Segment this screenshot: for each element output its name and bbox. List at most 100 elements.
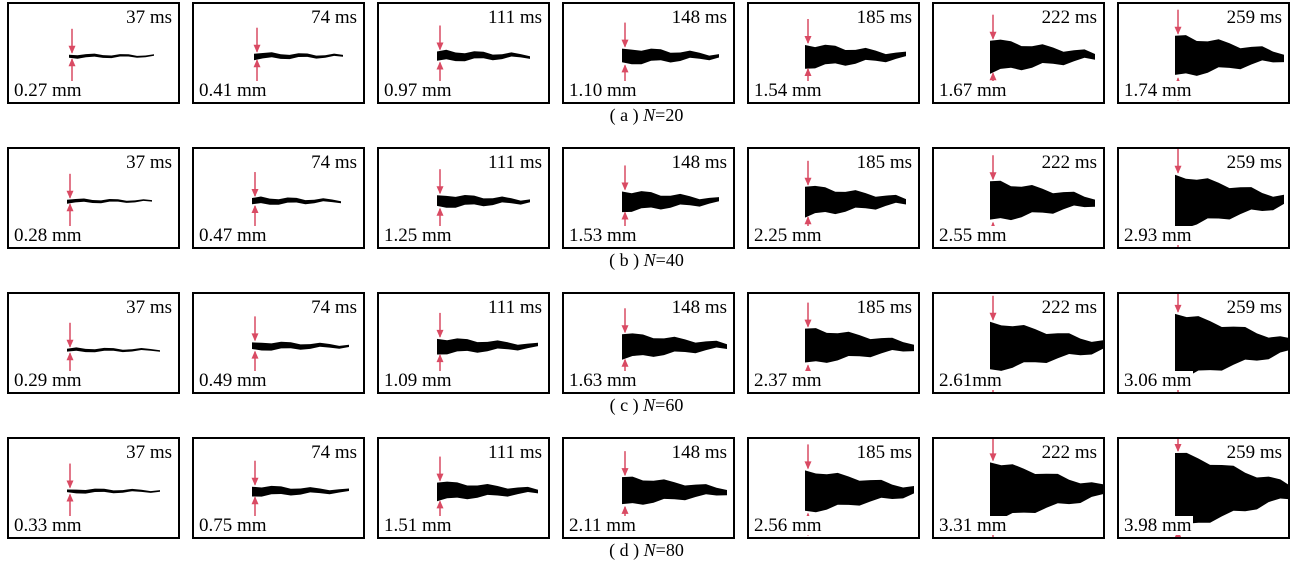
measure-arrowhead-top	[436, 473, 444, 482]
crack-image-panel: 185 ms 2.37 mm	[747, 292, 920, 394]
caption-variable: N	[643, 540, 656, 560]
measure-arrowhead-bottom	[621, 358, 629, 367]
crack-width-label: 0.41 mm	[198, 80, 268, 101]
crack-shape	[67, 347, 160, 353]
crack-shape	[252, 341, 349, 351]
crack-width-label: 1.09 mm	[383, 370, 453, 391]
measure-arrowhead-top	[66, 480, 74, 489]
measure-arrowhead-top	[804, 461, 812, 470]
measure-arrowhead-bottom	[251, 496, 259, 505]
crack-width-label: 1.74 mm	[1123, 80, 1193, 101]
crack-width-label: 1.10 mm	[568, 80, 638, 101]
time-label: 37 ms	[126, 152, 172, 173]
measure-arrowhead-top	[66, 190, 74, 199]
measure-arrowhead-top	[804, 35, 812, 44]
crack-image	[804, 160, 906, 240]
measure-arrowhead-top	[68, 45, 76, 54]
figure-row: 37 ms 0.29 mm 74 ms 0.49 mm 111 ms 1.09 mm 148…	[0, 292, 1293, 432]
crack-image	[68, 28, 154, 82]
time-label: 74 ms	[311, 442, 357, 463]
crack-image	[436, 456, 538, 524]
crack-shape	[805, 185, 906, 218]
crack-shape	[67, 198, 152, 204]
time-label: 148 ms	[671, 297, 727, 318]
measure-arrowhead-bottom	[251, 204, 259, 213]
crack-width-label: 1.25 mm	[383, 225, 453, 246]
crack-image-panel: 74 ms 0.75 mm	[192, 437, 365, 539]
crack-image-panel: 148 ms 1.53 mm	[562, 147, 735, 249]
crack-image-panel: 185 ms 2.56 mm	[747, 437, 920, 539]
time-label: 37 ms	[126, 7, 172, 28]
time-label: 222 ms	[1041, 442, 1097, 463]
measure-arrowhead-top	[621, 182, 629, 191]
crack-image-panel: 222 ms 3.31 mm	[932, 437, 1105, 539]
crack-image-panel: 185 ms 2.25 mm	[747, 147, 920, 249]
measure-arrowhead-top	[804, 177, 812, 186]
crack-width-label: 0.75 mm	[198, 515, 268, 536]
crack-image-panel: 222 ms 2.61mm	[932, 292, 1105, 394]
crack-width-label: 0.97 mm	[383, 80, 453, 101]
crack-image-panel: 111 ms 0.97 mm	[377, 2, 550, 104]
crack-shape	[990, 462, 1103, 523]
crack-width-label: 0.33 mm	[13, 515, 83, 536]
crack-shape	[990, 180, 1095, 221]
measure-arrowhead-bottom	[436, 61, 444, 70]
crack-image-panel: 259 ms 2.93 mm	[1117, 147, 1290, 249]
crack-image-panel: 222 ms 1.67 mm	[932, 2, 1105, 104]
measure-arrowhead-bottom	[66, 203, 74, 212]
time-label: 185 ms	[856, 297, 912, 318]
crack-image	[804, 302, 914, 388]
measure-arrowhead-top	[436, 329, 444, 338]
crack-width-label: 1.54 mm	[753, 80, 823, 101]
measure-arrowhead-top	[1174, 444, 1182, 453]
caption-prefix: ( d )	[609, 540, 644, 560]
time-label: 148 ms	[671, 152, 727, 173]
crack-shape	[622, 191, 719, 213]
crack-shape	[437, 481, 538, 502]
caption-value: =20	[655, 105, 684, 125]
measure-arrowhead-top	[251, 189, 259, 198]
crack-image-panel: 74 ms 0.41 mm	[192, 2, 365, 104]
crack-image	[251, 460, 349, 520]
crack-image	[251, 316, 349, 374]
measure-arrowhead-bottom	[989, 72, 997, 81]
measure-arrowhead-bottom	[804, 68, 812, 77]
crack-shape	[1175, 313, 1288, 382]
crack-shape	[990, 321, 1103, 371]
crack-width-label: 0.29 mm	[13, 370, 83, 391]
time-label: 37 ms	[126, 297, 172, 318]
crack-shape	[69, 53, 154, 59]
row-caption: ( d ) N=80	[0, 541, 1293, 559]
crack-width-label: 1.67 mm	[938, 80, 1008, 101]
time-label: 148 ms	[671, 7, 727, 28]
measure-arrowhead-top	[253, 44, 261, 53]
crack-image-panel: 37 ms 0.29 mm	[7, 292, 180, 394]
measure-arrowhead-bottom	[66, 493, 74, 502]
crack-shape	[437, 49, 530, 62]
time-label: 111 ms	[487, 7, 542, 28]
measure-arrowhead-top	[621, 468, 629, 477]
caption-variable: N	[643, 105, 656, 125]
time-label: 111 ms	[487, 442, 542, 463]
crack-image-panel: 148 ms 1.63 mm	[562, 292, 735, 394]
measure-arrowhead-top	[66, 339, 74, 348]
time-label: 259 ms	[1226, 442, 1282, 463]
crack-image-panel: 111 ms 1.51 mm	[377, 437, 550, 539]
crack-image-panel: 222 ms 2.55 mm	[932, 147, 1105, 249]
crack-width-label: 2.61mm	[938, 370, 1003, 391]
crack-image-panel: 37 ms 0.28 mm	[7, 147, 180, 249]
crack-image	[253, 27, 343, 83]
time-label: 222 ms	[1041, 297, 1097, 318]
time-label: 259 ms	[1226, 297, 1282, 318]
measure-arrowhead-bottom	[621, 64, 629, 73]
measure-arrowhead-top	[1174, 304, 1182, 313]
crack-width-label: 0.27 mm	[13, 80, 83, 101]
measure-arrowhead-bottom	[66, 352, 74, 361]
crack-image-panel: 37 ms 0.33 mm	[7, 437, 180, 539]
crack-width-label: 2.93 mm	[1123, 225, 1193, 246]
caption-prefix: ( c )	[609, 395, 644, 415]
time-label: 185 ms	[856, 442, 912, 463]
crack-shape	[437, 195, 530, 208]
crack-shape	[437, 338, 538, 355]
measure-arrowhead-top	[1174, 165, 1182, 174]
